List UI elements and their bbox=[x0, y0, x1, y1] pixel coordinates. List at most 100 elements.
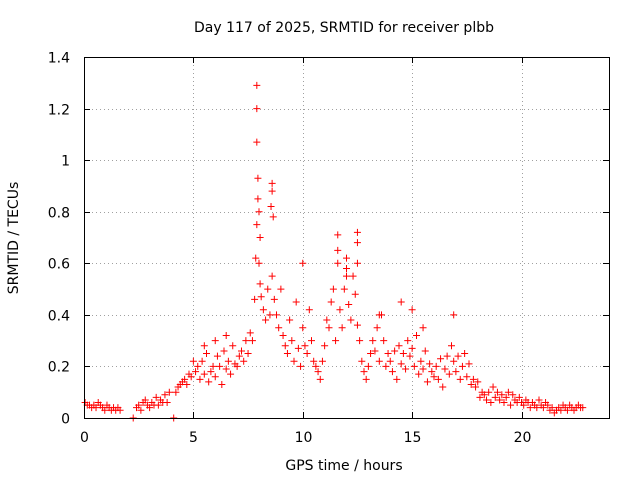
data-point bbox=[388, 368, 396, 376]
data-point bbox=[496, 396, 504, 404]
y-tick-label: 0.8 bbox=[48, 206, 70, 222]
data-point bbox=[334, 259, 342, 267]
data-point bbox=[229, 342, 237, 350]
data-point bbox=[194, 362, 202, 370]
data-point bbox=[256, 280, 264, 288]
data-point bbox=[423, 378, 431, 386]
data-point bbox=[367, 350, 375, 358]
data-point bbox=[196, 375, 204, 383]
data-point bbox=[329, 285, 337, 293]
data-point bbox=[327, 298, 335, 306]
data-point bbox=[526, 404, 534, 412]
data-point bbox=[310, 357, 318, 365]
y-tick-label: 0.4 bbox=[48, 309, 70, 325]
data-point bbox=[369, 337, 377, 345]
data-point bbox=[426, 360, 434, 368]
data-point bbox=[283, 350, 291, 358]
x-tick-label: 15 bbox=[404, 430, 422, 446]
data-point bbox=[557, 406, 565, 414]
data-point bbox=[419, 324, 427, 332]
data-point bbox=[246, 329, 254, 337]
data-point bbox=[254, 195, 262, 203]
data-point bbox=[257, 293, 265, 301]
data-point bbox=[299, 324, 307, 332]
data-point bbox=[489, 383, 497, 391]
data-point bbox=[380, 337, 388, 345]
data-point bbox=[218, 380, 226, 388]
data-point bbox=[563, 406, 571, 414]
data-point bbox=[253, 221, 261, 229]
data-point bbox=[382, 362, 390, 370]
data-point bbox=[406, 352, 414, 360]
axis-ticks: 0 0.2 0.4 0.6 0.8 1 1.2 1.4 0 5 10 15 20 bbox=[48, 51, 609, 446]
data-point bbox=[308, 337, 315, 345]
data-point bbox=[116, 406, 124, 414]
data-point bbox=[349, 272, 357, 280]
data-point bbox=[338, 324, 346, 332]
data-point bbox=[399, 350, 407, 358]
data-point bbox=[448, 342, 455, 350]
data-point bbox=[279, 331, 287, 339]
data-point bbox=[362, 375, 370, 383]
data-point bbox=[154, 401, 162, 409]
data-point bbox=[255, 259, 263, 267]
y-axis-label: SRMTID / TECUs bbox=[6, 182, 22, 295]
data-point bbox=[267, 203, 275, 211]
data-point bbox=[314, 368, 322, 376]
data-point bbox=[101, 406, 109, 414]
data-point bbox=[487, 399, 495, 407]
data-point bbox=[253, 81, 261, 89]
data-point bbox=[410, 362, 418, 370]
x-tick-label: 10 bbox=[295, 430, 313, 446]
data-point bbox=[305, 306, 313, 314]
data-point bbox=[256, 234, 264, 241]
data-point bbox=[351, 290, 359, 298]
data-point bbox=[290, 357, 298, 365]
data-point bbox=[520, 401, 528, 409]
data-point bbox=[235, 352, 243, 360]
data-point bbox=[461, 350, 469, 358]
x-tick-label: 5 bbox=[189, 430, 198, 446]
data-point bbox=[340, 285, 348, 293]
data-point bbox=[207, 368, 215, 376]
data-point bbox=[294, 344, 302, 352]
data-point bbox=[353, 228, 361, 236]
data-point bbox=[432, 362, 440, 370]
data-point bbox=[161, 391, 169, 399]
data-point bbox=[325, 324, 333, 332]
data-point bbox=[353, 239, 361, 247]
data-point bbox=[404, 337, 412, 345]
data-point bbox=[371, 347, 379, 355]
data-point bbox=[137, 406, 145, 414]
data-point bbox=[343, 272, 350, 280]
data-point bbox=[347, 316, 355, 324]
y-tick-label: 1.4 bbox=[48, 51, 70, 67]
data-point bbox=[450, 357, 458, 365]
data-point bbox=[268, 179, 276, 187]
data-point bbox=[248, 337, 256, 345]
data-point bbox=[211, 373, 219, 381]
data-point bbox=[419, 365, 427, 373]
data-point bbox=[397, 298, 405, 306]
data-point bbox=[439, 383, 447, 391]
data-point bbox=[198, 357, 206, 365]
data-point bbox=[253, 105, 261, 113]
data-point bbox=[183, 380, 191, 388]
data-point bbox=[500, 399, 508, 407]
data-point bbox=[391, 347, 399, 355]
data-point bbox=[375, 357, 383, 365]
data-point bbox=[373, 324, 381, 332]
data-point bbox=[220, 347, 228, 355]
data-point bbox=[303, 350, 311, 358]
data-point bbox=[268, 272, 276, 280]
data-point bbox=[200, 342, 208, 350]
data-point bbox=[262, 316, 270, 324]
data-point bbox=[485, 388, 493, 396]
data-point bbox=[544, 401, 552, 409]
data-point bbox=[222, 331, 230, 339]
data-point bbox=[343, 264, 350, 272]
data-point bbox=[441, 365, 449, 373]
data-point bbox=[135, 401, 143, 409]
data-point bbox=[445, 370, 453, 378]
data-point bbox=[474, 378, 482, 386]
